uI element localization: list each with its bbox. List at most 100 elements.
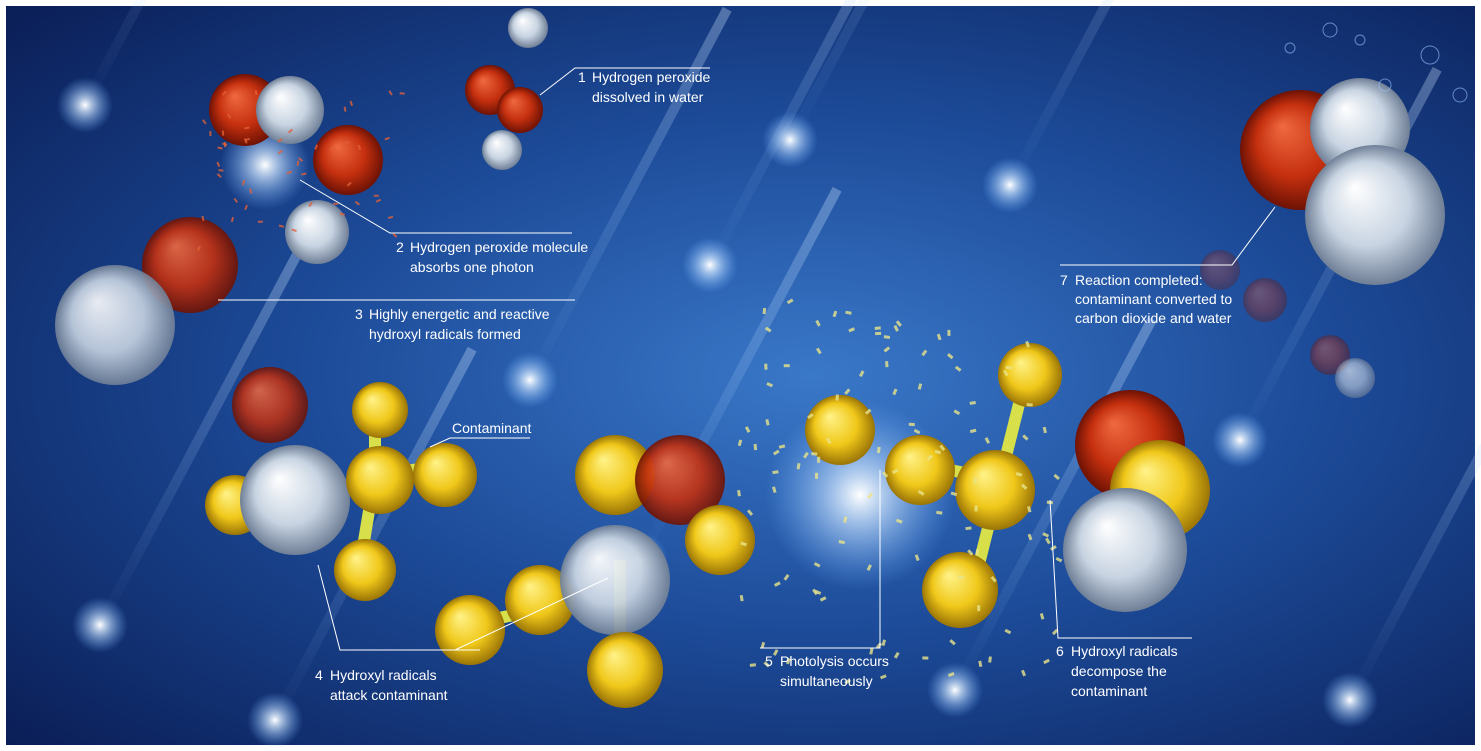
fragment xyxy=(1027,533,1033,541)
fragment xyxy=(859,370,865,378)
light-glow xyxy=(927,662,983,718)
labels: 1 Hydrogen peroxide dissolved in water 2… xyxy=(315,69,1232,703)
fragment xyxy=(875,331,882,336)
light-streak xyxy=(270,346,477,723)
fragment xyxy=(349,100,354,107)
atom xyxy=(256,76,324,144)
fragment xyxy=(926,454,933,461)
fragment xyxy=(936,333,942,341)
fragment xyxy=(249,188,253,194)
atom xyxy=(482,130,522,170)
light-streak xyxy=(705,0,912,268)
bubble xyxy=(1322,22,1338,38)
step-text: hydroxyl radicals formed xyxy=(369,326,521,342)
fragment xyxy=(874,326,881,330)
fragment xyxy=(329,145,335,151)
leader-line xyxy=(1060,206,1276,266)
light-glow xyxy=(247,692,303,748)
leader-line xyxy=(429,437,530,448)
fragment xyxy=(883,346,891,353)
leader-lines xyxy=(218,67,1276,651)
fragment xyxy=(974,505,978,512)
fragment xyxy=(893,324,899,332)
fragment xyxy=(950,491,958,497)
fragment xyxy=(965,526,972,531)
step-text: Hydrogen peroxide molecule xyxy=(410,239,588,255)
bubble xyxy=(1354,34,1366,46)
fragment xyxy=(815,347,822,355)
fragment xyxy=(388,90,393,96)
light-streak xyxy=(1005,0,1212,188)
fragment xyxy=(308,201,313,208)
fragment xyxy=(227,113,232,119)
fragment xyxy=(354,200,361,206)
fragment xyxy=(969,401,976,405)
fragment xyxy=(914,554,920,562)
fragment xyxy=(1042,532,1050,538)
fragment xyxy=(387,215,394,219)
atom xyxy=(587,632,663,708)
fragment xyxy=(803,451,809,459)
fragment xyxy=(778,444,786,449)
fragment xyxy=(947,671,955,678)
fragment xyxy=(807,413,814,420)
fragment xyxy=(954,365,962,372)
fragment xyxy=(835,394,839,401)
fragment xyxy=(1004,628,1012,635)
atom xyxy=(1243,278,1287,322)
atom xyxy=(685,505,755,575)
fragment xyxy=(864,408,872,415)
atom xyxy=(805,395,875,465)
fragment xyxy=(287,128,293,134)
fragment xyxy=(286,170,293,175)
light-streak xyxy=(1345,326,1481,703)
fragment xyxy=(815,319,821,327)
fragment xyxy=(760,641,766,649)
fragment xyxy=(796,463,801,470)
fragment xyxy=(221,130,225,136)
step-text: decompose the xyxy=(1071,663,1167,679)
fragment xyxy=(753,443,758,451)
light-glow xyxy=(982,157,1038,213)
fragment xyxy=(230,216,235,223)
leader-line xyxy=(299,179,572,234)
atom xyxy=(1335,358,1375,398)
atom xyxy=(346,446,414,514)
fragment xyxy=(783,364,790,368)
fragment xyxy=(786,298,794,305)
fragment xyxy=(772,486,777,494)
fragment xyxy=(973,477,978,484)
fragment xyxy=(1053,473,1060,481)
atom xyxy=(497,87,543,133)
fragment xyxy=(1026,403,1033,407)
step-text: Highly energetic and reactive xyxy=(369,306,550,322)
fragment xyxy=(1005,365,1012,370)
fragment xyxy=(875,642,883,649)
fragment xyxy=(814,472,819,479)
fragment xyxy=(1051,628,1059,636)
fragment xyxy=(301,172,307,176)
fragment xyxy=(254,90,258,96)
fragment xyxy=(939,444,946,452)
fragment xyxy=(895,518,903,524)
fragment xyxy=(783,574,790,581)
light-glow xyxy=(57,77,113,133)
fragment xyxy=(876,446,881,454)
fragment xyxy=(772,449,780,456)
light-streak xyxy=(785,0,992,143)
fragment xyxy=(384,136,390,141)
light-streak xyxy=(525,6,732,383)
atom xyxy=(922,552,998,628)
step-text: Reaction completed: xyxy=(1075,272,1203,288)
fragment xyxy=(233,197,239,204)
fragment xyxy=(739,594,744,602)
fragment xyxy=(969,428,977,434)
step-number: 3 xyxy=(355,306,363,322)
fragment xyxy=(946,353,954,360)
light-glow xyxy=(502,352,558,408)
bubble xyxy=(1420,45,1440,65)
atom xyxy=(560,525,670,635)
fragment xyxy=(882,471,889,478)
fragment xyxy=(844,678,851,685)
fragment xyxy=(764,363,768,370)
